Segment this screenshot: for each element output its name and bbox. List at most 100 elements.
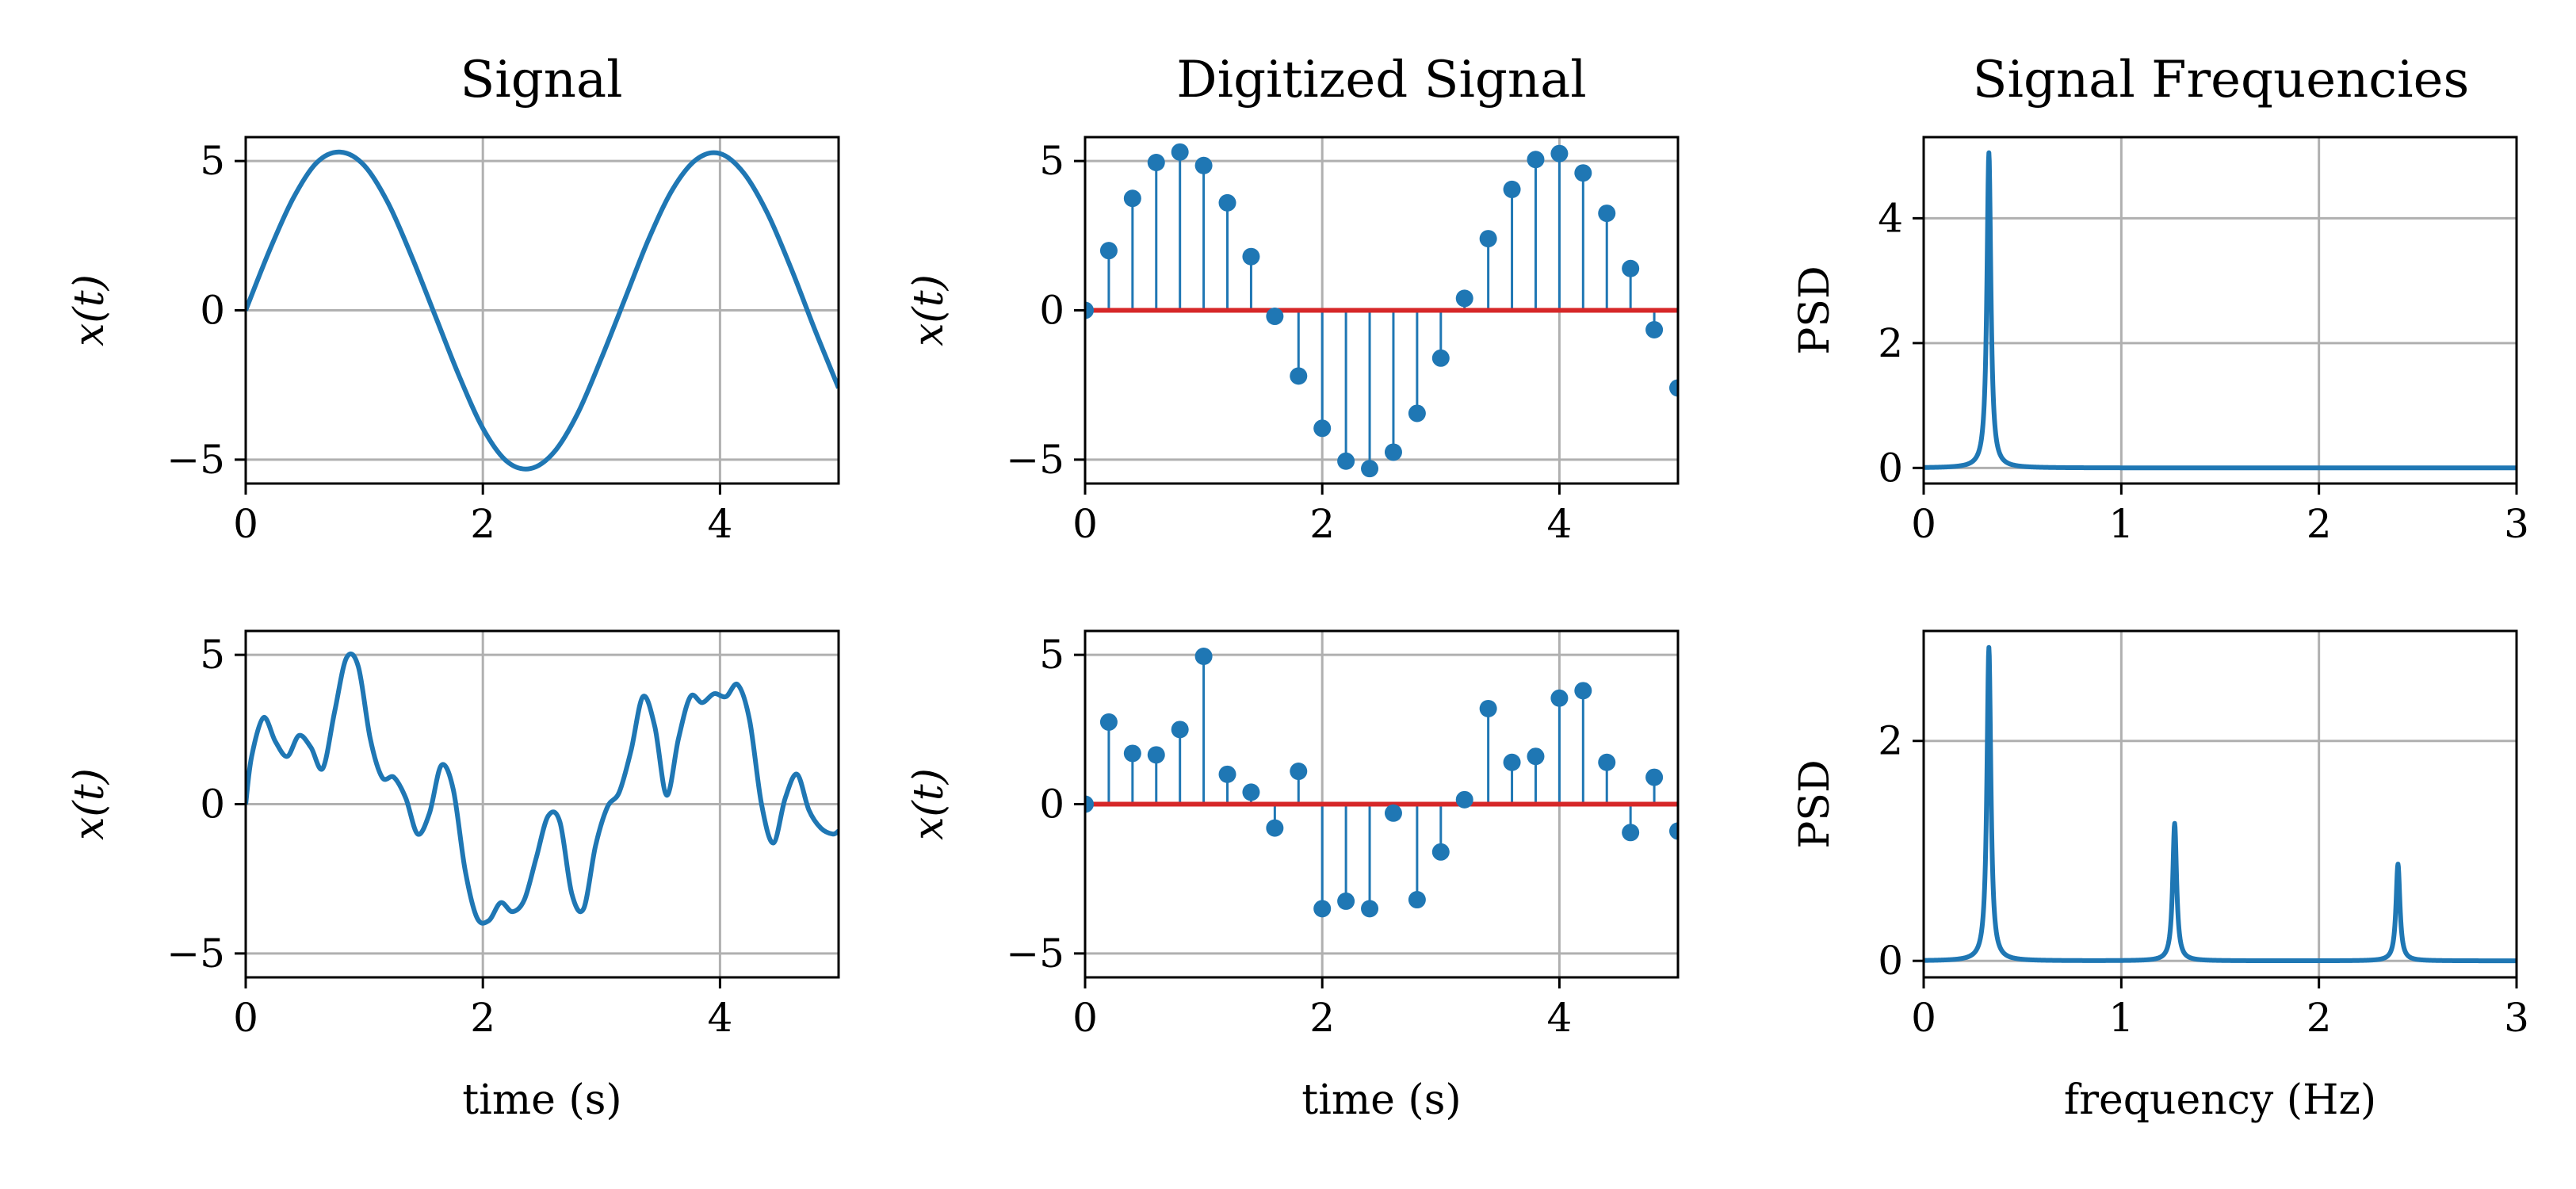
y-tick-label: 0 [200,288,225,334]
stem-marker [1455,289,1473,308]
chart-signal-bottom: 0 2 450−5x(t)time (s) [66,629,840,1124]
stem-marker [1313,419,1332,438]
plot-area [1085,143,1678,478]
stem-marker [1503,753,1521,771]
stem-marker [1123,189,1141,208]
x-tick-label: 4 [1546,995,1572,1041]
stem-marker [1527,747,1545,766]
y-axis-label: x(t) [66,768,113,840]
stem-marker [1337,892,1355,910]
x-tick-label: 2 [1309,501,1335,547]
plot-area [246,149,839,472]
stem-marker [1550,144,1569,162]
x-tick-label: 0 [1072,501,1098,547]
chart-psd-bottom: 0 1 2 3 2 0 PSD frequency (Hz) [1791,629,2529,1124]
stem-marker [1361,900,1379,918]
stem-marker [1669,379,1678,397]
x-tick-label: 2 [470,501,495,547]
y-tick-label: −5 [1006,437,1064,483]
y-axis-label: x(t) [66,274,113,346]
series-line [246,651,839,926]
chart-digitized-bottom: 0 2 450−5x(t)time (s) [905,629,1680,1124]
y-tick-label: −5 [166,931,225,977]
y-tick-label: 2 [1878,320,1903,366]
stem-marker [1408,404,1426,422]
stem-marker [1622,259,1640,277]
x-tick-label: 2 [2307,995,2332,1041]
plot-area [1085,648,1678,918]
y-tick-label: 5 [200,138,225,184]
x-tick-label: 3 [2504,501,2529,547]
stem-marker [1085,301,1094,319]
stem-marker [1455,790,1473,809]
stem-marker [1622,824,1640,842]
plot-area [246,651,839,926]
plot-area [1924,150,2517,471]
stem-marker [1242,783,1260,801]
stem-marker [1147,154,1165,172]
stem-marker [1384,443,1402,461]
stem-marker [1290,763,1308,781]
axes-frame [1922,136,2518,485]
y-tick-label: 5 [1039,138,1064,184]
y-tick-label: 0 [1039,782,1064,828]
column-title-signal: Signal [460,51,622,109]
y-tick-label: −5 [166,437,225,483]
stem-marker [1218,193,1236,212]
stem-marker [1503,180,1521,198]
stem-marker [1598,205,1616,223]
stem-marker [1384,804,1402,822]
series-line [246,149,839,472]
stem-marker [1171,721,1189,739]
plot-area [1924,644,2517,964]
y-tick-label: 5 [200,632,225,678]
stem-marker [1099,242,1118,260]
x-axis-label: time (s) [462,1076,621,1124]
stem-marker [1194,648,1213,666]
y-axis-label: x(t) [905,274,953,346]
stem-marker [1290,367,1308,385]
x-tick-label: 0 [233,995,258,1041]
chart-signal-top: 0 2 450−5x(t) [66,136,840,547]
x-tick-label: 0 [1072,995,1098,1041]
stem-marker [1266,308,1284,326]
stem-marker [1574,164,1592,182]
psd-line [1924,644,2517,964]
stem-marker [1408,891,1426,909]
x-tick-label: 2 [470,995,495,1041]
stem-marker [1645,768,1664,786]
y-tick-label: 0 [200,782,225,828]
x-tick-label: 4 [707,995,732,1041]
axes-frame [1922,629,2518,979]
chart-digitized-top: 0 2 450−5x(t) [905,136,1680,547]
y-tick-label: −5 [1006,931,1064,977]
y-tick-label: 0 [1878,938,1903,984]
x-tick-label: 3 [2504,995,2529,1041]
stem-marker [1194,156,1213,174]
stem-marker [1085,795,1094,813]
stem-marker [1550,689,1569,707]
x-tick-label: 1 [2108,995,2134,1041]
x-tick-label: 0 [1911,501,1936,547]
chart-psd-top: 0 1 2 3 4 2 0 PSD [1791,136,2529,547]
stem-marker [1431,843,1450,861]
stem-marker [1527,151,1545,169]
stem-marker [1123,744,1141,763]
stem-marker [1218,765,1236,783]
x-axis-label: frequency (Hz) [2064,1076,2376,1124]
stem-marker [1313,900,1332,918]
stem-marker [1479,699,1497,717]
y-tick-label: 5 [1039,632,1064,678]
psd-line [1924,150,2517,471]
x-tick-label: 2 [1309,995,1335,1041]
x-tick-label: 2 [2307,501,2332,547]
stem-marker [1361,460,1379,478]
stem-marker [1266,819,1284,837]
y-axis-label: PSD [1791,266,1839,354]
stem-marker [1598,753,1616,771]
stem-marker [1431,349,1450,367]
stem-marker [1147,746,1165,764]
x-axis-label: time (s) [1301,1076,1461,1124]
stem-marker [1479,230,1497,248]
